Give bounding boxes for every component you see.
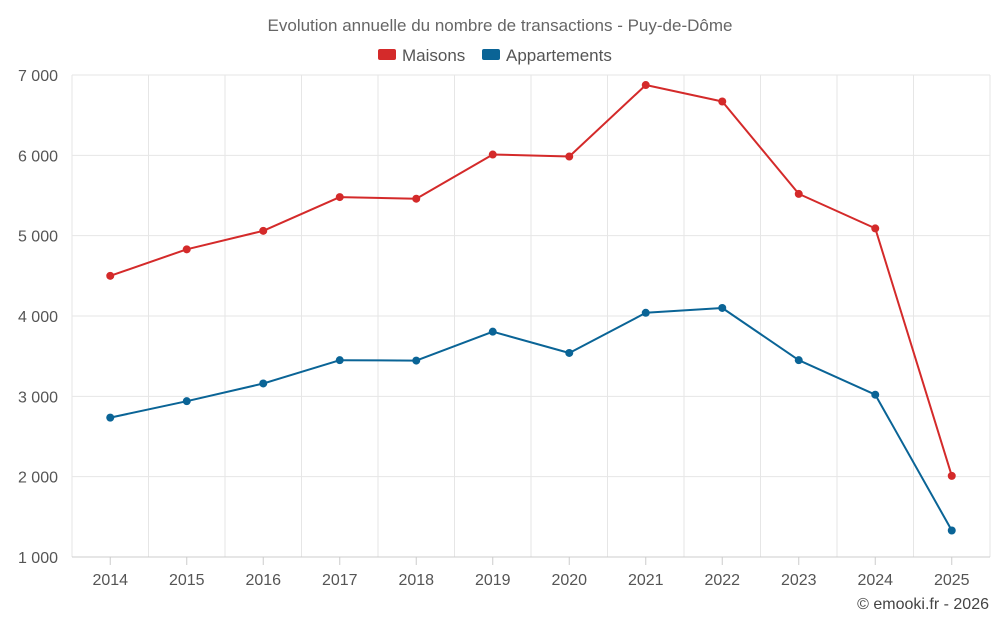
data-point-maisons xyxy=(106,271,115,280)
legend-label-maisons: Maisons xyxy=(402,46,465,65)
data-point-maisons xyxy=(641,81,650,90)
data-point-maisons xyxy=(718,97,727,106)
x-tick-label: 2022 xyxy=(704,572,740,589)
data-point-appartements xyxy=(718,303,727,312)
data-point-maisons xyxy=(488,150,497,159)
x-tick-label: 2018 xyxy=(398,572,434,589)
chart-title: Evolution annuelle du nombre de transact… xyxy=(268,16,733,35)
axes: 1 000 2 000 3 000 4 000 5 000 6 000 7 000 2014 2… xyxy=(18,68,990,589)
data-point-appartements xyxy=(182,397,191,406)
x-tick-label: 2016 xyxy=(245,572,281,589)
y-tick-label: 5 000 xyxy=(18,229,58,246)
data-point-appartements xyxy=(641,308,650,317)
data-point-maisons xyxy=(182,245,191,254)
x-tick-label: 2023 xyxy=(781,572,817,589)
x-tick-label: 2019 xyxy=(475,572,511,589)
legend: Maisons Appartements xyxy=(378,46,612,65)
data-point-maisons xyxy=(412,194,421,203)
data-point-maisons xyxy=(794,189,803,198)
legend-swatch-appartements xyxy=(482,49,500,60)
y-tick-label: 6 000 xyxy=(18,148,58,165)
data-point-appartements xyxy=(794,356,803,365)
data-point-appartements xyxy=(871,390,880,399)
x-tick-label: 2021 xyxy=(628,572,664,589)
series-line-appartements xyxy=(110,307,953,531)
series-appartements xyxy=(106,303,956,535)
data-point-appartements xyxy=(335,356,344,365)
legend-swatch-maisons xyxy=(378,49,396,60)
data-point-appartements xyxy=(412,356,421,365)
data-point-maisons xyxy=(259,226,268,235)
data-point-appartements xyxy=(488,327,497,336)
legend-item-appartements[interactable]: Appartements xyxy=(482,46,612,65)
legend-item-maisons[interactable]: Maisons xyxy=(378,46,465,65)
data-point-maisons xyxy=(947,471,956,480)
x-tick-label: 2024 xyxy=(857,572,893,589)
legend-label-appartements: Appartements xyxy=(506,46,612,65)
x-tick-label: 2017 xyxy=(322,572,358,589)
x-tick-label: 2014 xyxy=(92,572,128,589)
data-point-appartements xyxy=(259,379,268,388)
series-maisons xyxy=(106,81,956,480)
data-point-maisons xyxy=(565,152,574,161)
data-point-appartements xyxy=(565,348,574,357)
y-tick-label: 3 000 xyxy=(18,389,58,406)
data-point-maisons xyxy=(335,193,344,202)
x-tick-label: 2025 xyxy=(934,572,970,589)
gridlines xyxy=(71,74,991,557)
y-tick-label: 1 000 xyxy=(18,550,58,567)
x-tick-label: 2020 xyxy=(551,572,587,589)
credit-text: © emooki.fr - 2026 xyxy=(857,596,989,613)
y-tick-label: 4 000 xyxy=(18,309,58,326)
series xyxy=(106,81,956,535)
data-point-appartements xyxy=(106,413,115,422)
x-tick-label: 2015 xyxy=(169,572,205,589)
series-line-maisons xyxy=(109,84,953,477)
data-point-appartements xyxy=(947,526,956,535)
y-tick-label: 7 000 xyxy=(18,68,58,85)
data-point-maisons xyxy=(871,224,880,233)
y-tick-label: 2 000 xyxy=(18,470,58,487)
